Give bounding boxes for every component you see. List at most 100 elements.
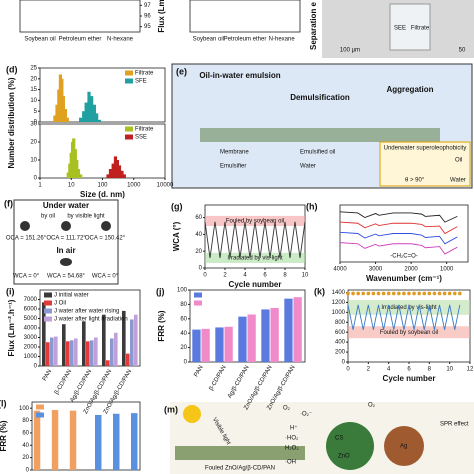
bar (50, 337, 54, 366)
bar (113, 413, 120, 470)
y-tick-label: 20 (195, 249, 202, 255)
legend-label: J water after water rising (54, 309, 119, 315)
bar (53, 115, 57, 122)
y-tick-label: 600 (335, 330, 346, 336)
scale-label: 100 μm (340, 48, 360, 54)
y-tick-label: 0 (184, 360, 188, 366)
marker (386, 291, 391, 296)
marker (458, 291, 462, 296)
x-tick-label: Ag/β-CD/PAN (70, 369, 94, 404)
y-tick-label: 0 (34, 120, 38, 126)
legend-text: Membrane (220, 150, 249, 156)
bar (82, 111, 86, 122)
y-tick-label: 60 (22, 430, 29, 436)
panel-label: (e) (176, 66, 187, 76)
x-tick-label: Soybean oil (193, 37, 224, 43)
diagram-m (170, 402, 474, 474)
bar (215, 327, 224, 362)
x-label: Cycle number (229, 280, 282, 289)
y-tick-label: 100 (177, 288, 188, 294)
bar (94, 337, 98, 366)
marker (397, 291, 401, 296)
oca: OCA = 150.42° (85, 236, 126, 242)
bar (74, 338, 78, 366)
wca: WCA = 0° (92, 274, 119, 280)
droplet (20, 221, 30, 231)
bar (65, 117, 69, 122)
marker (371, 291, 376, 296)
x-tick-label: 4000 (333, 267, 347, 273)
bar (110, 338, 114, 366)
band-label: Irradiated by vis-light (381, 305, 437, 311)
legend-text: Emulsified oil (300, 150, 335, 156)
marker (452, 291, 457, 296)
bar (126, 353, 130, 366)
x-tick-label: 100 (97, 183, 108, 189)
bar (102, 314, 106, 366)
line (339, 242, 458, 255)
y-tick-label: 20 (22, 455, 29, 461)
x-tick-label: 1 (38, 183, 42, 189)
legend-label: J Oil (54, 301, 66, 307)
bar (33, 410, 41, 470)
diagram-text: H⁺ (290, 425, 298, 432)
bar (61, 96, 65, 122)
band (348, 299, 470, 315)
legend-label: J initial water (54, 293, 89, 299)
bar (108, 169, 113, 178)
y-tick-label: 0 (34, 176, 38, 182)
membrane (200, 128, 440, 142)
bar (63, 109, 68, 122)
bar (106, 360, 110, 366)
x-tick-label: 3000 (369, 267, 383, 273)
bar (130, 319, 134, 366)
x-tick-label: 12 (467, 367, 474, 373)
y-tick-label: 100 (19, 406, 30, 412)
plot-frame (204, 204, 306, 269)
diagram-text: by visible light (67, 214, 105, 220)
bar (113, 156, 118, 178)
band-label: Irradiated by vis-light (227, 255, 283, 261)
y-tick-label: 40 (195, 232, 202, 238)
plot-frame (19, 0, 141, 33)
bar (70, 340, 74, 366)
diagram-text: by oil (41, 214, 55, 220)
y-tick-label: 10 (30, 98, 37, 104)
legend-swatch (125, 70, 133, 76)
particle (384, 426, 424, 466)
diagram-text: O₂ (368, 403, 376, 409)
bar (79, 174, 83, 178)
x-tick-label: 10 (446, 367, 453, 373)
marker (366, 291, 371, 296)
marker (346, 291, 350, 296)
panel-label: (i) (6, 286, 15, 296)
diagram-text: ZnO (338, 454, 350, 460)
bar (261, 309, 270, 362)
y-tick-label: 0 (342, 360, 346, 366)
legend-swatch (36, 412, 44, 418)
diagram-text: Demulsification (290, 93, 350, 102)
band (348, 326, 470, 339)
legend-text: Emulsifier (220, 164, 246, 170)
y-tick-label: 200 (335, 350, 346, 356)
y-tick-label: 25 (30, 66, 37, 72)
legend-label: J water after light irradiation (54, 317, 128, 323)
x-tick-label: Petroleum ether (59, 37, 102, 43)
legend-swatch (194, 300, 202, 306)
marker (447, 291, 452, 296)
y-tick-label: 30 (30, 122, 37, 128)
y-label: Separation e (309, 1, 318, 50)
x-tick-label: 4 (387, 367, 391, 373)
legend-label: Filtrate (135, 71, 154, 77)
x-tick-label: Petroleum ether (224, 37, 267, 43)
droplet (61, 221, 71, 231)
marker (412, 291, 416, 296)
diagram-text: SPR effect (440, 422, 469, 428)
x-tick-label: 8 (283, 273, 287, 279)
x-tick-label: Ag/β-CD/PAN (227, 365, 251, 400)
band-label: Fouled by soybean oil (380, 330, 438, 336)
bar (117, 165, 122, 178)
x-tick-label: 1000 (440, 267, 454, 273)
marker (351, 291, 355, 296)
